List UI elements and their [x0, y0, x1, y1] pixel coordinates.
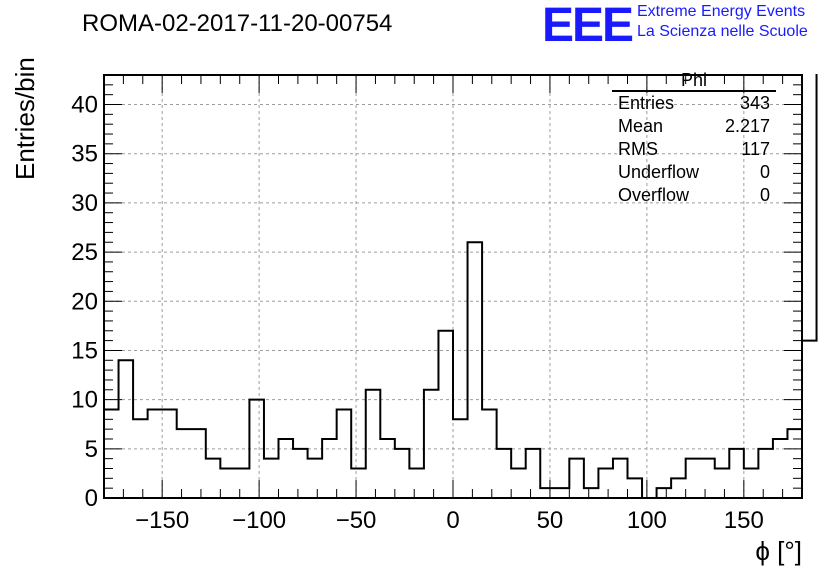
y-tick-label: 30	[71, 190, 98, 217]
y-tick-label: 15	[71, 337, 98, 364]
y-axis-label: Entries/bin	[10, 57, 40, 180]
y-tick-label: 5	[85, 436, 98, 463]
x-tick-label: −50	[336, 507, 377, 534]
x-tick-labels: −150 −100 −50 0 50 100 150	[135, 507, 764, 534]
stats-label: RMS	[618, 139, 658, 159]
stats-value: 0	[759, 162, 770, 182]
logo-caption-line1: Extreme Energy Events	[637, 3, 806, 20]
stats-row-mean: Mean 2.217	[610, 115, 778, 138]
y-tick-label: 10	[71, 387, 98, 414]
x-tick-label: 0	[446, 507, 459, 534]
logo-caption: Extreme Energy Events La Scienza nelle S…	[637, 2, 808, 42]
y-tick-label: 40	[71, 92, 98, 119]
y-tick-label: 35	[71, 141, 98, 168]
eee-logo: EEE	[542, 0, 634, 52]
x-tick-label: 150	[724, 507, 764, 534]
stats-label: Entries	[618, 93, 675, 113]
y-tick-labels: 0 5 10 15 20 25 30 35 40	[71, 92, 98, 512]
x-tick-label: 100	[627, 507, 667, 534]
y-tick-label: 25	[71, 239, 98, 266]
y-tick-label: 20	[71, 288, 98, 315]
plot-frame	[103, 74, 803, 499]
y-tick-label: 0	[85, 485, 98, 512]
stats-value: 343	[739, 93, 770, 113]
logo-caption-line2: La Scienza nelle Scuole	[637, 23, 808, 40]
axis-ticks	[103, 74, 803, 499]
stats-label: Mean	[618, 116, 664, 136]
x-tick-label: −150	[135, 507, 189, 534]
x-tick-label: −100	[232, 507, 286, 534]
stats-value: 2.217	[724, 116, 770, 136]
stats-value: 0	[759, 185, 770, 205]
histogram-step-line	[104, 74, 818, 499]
stats-label: Underflow	[618, 162, 700, 182]
x-tick-label: 50	[537, 507, 564, 534]
stats-title: Phi	[612, 70, 776, 92]
stats-box: Phi Entries 343 Mean 2.217 RMS 117 Under…	[610, 70, 778, 207]
stats-row-overflow: Overflow 0	[610, 184, 778, 207]
stats-row-entries: Entries 343	[610, 92, 778, 115]
x-axis-label: ϕ [°]	[755, 536, 802, 566]
stats-row-rms: RMS 117	[610, 138, 778, 161]
stats-label: Overflow	[618, 185, 690, 205]
stats-value: 117	[741, 139, 770, 159]
run-title: ROMA-02-2017-11-20-00754	[82, 10, 393, 37]
stats-row-underflow: Underflow 0	[610, 161, 778, 184]
